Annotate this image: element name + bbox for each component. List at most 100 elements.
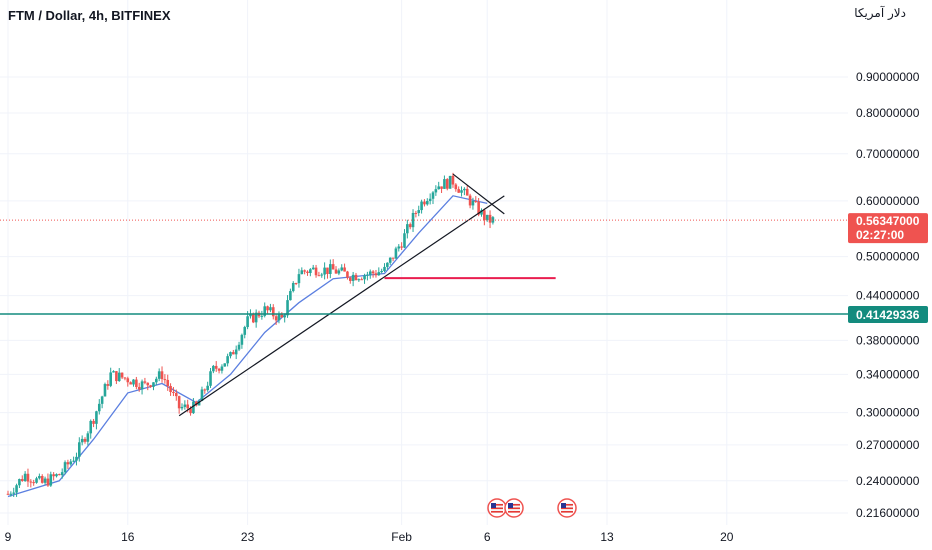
candle-body bbox=[83, 438, 87, 442]
candle-body bbox=[63, 462, 67, 473]
candle-body bbox=[474, 200, 478, 202]
candle-body bbox=[317, 275, 321, 277]
candle-body bbox=[214, 365, 218, 369]
candle-body bbox=[277, 314, 281, 321]
candle-body bbox=[440, 186, 443, 189]
candle-body bbox=[6, 493, 10, 495]
candle-body bbox=[357, 279, 361, 281]
candle-body bbox=[485, 214, 489, 221]
us-flag-event-icon[interactable] bbox=[504, 498, 524, 518]
candle-body bbox=[89, 420, 93, 434]
last-price-value: 0.56347000 bbox=[856, 214, 920, 228]
candle-body bbox=[334, 269, 338, 274]
candle-body bbox=[417, 210, 421, 214]
us-flag-event-icon[interactable] bbox=[487, 498, 507, 518]
candle-body bbox=[58, 474, 61, 476]
candle-body bbox=[348, 277, 352, 281]
candle-body bbox=[103, 384, 107, 397]
candle-body bbox=[383, 266, 386, 272]
candle-body bbox=[189, 408, 192, 414]
candle-body bbox=[371, 271, 375, 274]
candle-body bbox=[300, 270, 304, 275]
candle-body bbox=[120, 372, 124, 378]
candle-body bbox=[314, 267, 318, 276]
candle-body bbox=[52, 474, 55, 477]
candle-body bbox=[26, 473, 30, 482]
candle-body bbox=[377, 272, 381, 276]
candle-body bbox=[149, 385, 152, 387]
candle-body bbox=[488, 214, 492, 223]
candle-body bbox=[132, 379, 135, 385]
support-price-value: 0.41429336 bbox=[856, 308, 920, 322]
candle-body bbox=[112, 371, 115, 373]
candle-body bbox=[386, 262, 389, 267]
candle-body bbox=[180, 406, 184, 409]
flag-stripe-icon bbox=[561, 507, 573, 510]
x-tick-label: 13 bbox=[600, 530, 614, 544]
support-price-tag bbox=[848, 306, 928, 324]
candle-body bbox=[40, 476, 44, 483]
candle-body bbox=[206, 385, 209, 391]
candle-body bbox=[9, 493, 13, 495]
y-tick-label: 0.38000000 bbox=[856, 333, 920, 347]
trendline bbox=[452, 173, 505, 215]
candle-body bbox=[320, 274, 324, 276]
drawings-layer bbox=[0, 173, 848, 417]
flag-stripe-icon bbox=[508, 511, 520, 513]
candle-body bbox=[437, 186, 441, 190]
candle-body bbox=[223, 363, 227, 367]
candle-body bbox=[137, 386, 141, 390]
candle-body bbox=[306, 271, 309, 273]
economic-events[interactable] bbox=[487, 498, 577, 518]
us-flag-event-icon[interactable] bbox=[557, 498, 577, 518]
candle-body bbox=[426, 201, 429, 205]
x-tick-label: 9 bbox=[5, 530, 12, 544]
candle-body bbox=[252, 313, 255, 323]
candle-body bbox=[23, 473, 27, 481]
candle-body bbox=[203, 389, 207, 391]
x-tick-label: Feb bbox=[391, 530, 412, 544]
moving-average-layer bbox=[7, 195, 488, 498]
candle-body bbox=[460, 190, 463, 193]
candle-body bbox=[60, 472, 64, 476]
candle-body bbox=[428, 198, 432, 202]
y-tick-label: 0.30000000 bbox=[856, 406, 920, 420]
candle-body bbox=[109, 372, 112, 386]
candle-body bbox=[177, 396, 181, 409]
candle-body bbox=[406, 224, 409, 234]
y-tick-label: 0.70000000 bbox=[856, 147, 920, 161]
candle-body bbox=[366, 274, 369, 276]
y-tick-label: 0.21600000 bbox=[856, 506, 920, 520]
flag-canton-icon bbox=[561, 503, 566, 508]
candle-body bbox=[274, 316, 278, 321]
candle-body bbox=[169, 385, 172, 393]
candle-body bbox=[363, 275, 366, 280]
candle-body bbox=[146, 382, 150, 386]
candle-body bbox=[323, 267, 326, 275]
flag-stripe-icon bbox=[561, 504, 573, 506]
candle-body bbox=[75, 456, 78, 461]
candles-layer bbox=[6, 172, 495, 498]
y-tick-label: 0.50000000 bbox=[856, 250, 920, 264]
candle-body bbox=[212, 365, 215, 372]
candle-body bbox=[152, 382, 155, 387]
candle-body bbox=[174, 393, 178, 397]
candle-body bbox=[454, 184, 458, 190]
candle-body bbox=[55, 474, 58, 477]
candle-body bbox=[343, 267, 346, 272]
candle-body bbox=[297, 274, 301, 284]
price-axis[interactable]: 0.90000000 0.80000000 0.70000000 0.60000000… bbox=[856, 70, 920, 520]
candle-body bbox=[217, 368, 221, 371]
candle-body bbox=[414, 212, 418, 214]
candle-body bbox=[20, 479, 24, 481]
candle-body bbox=[200, 389, 204, 401]
candle-body bbox=[35, 478, 38, 483]
candle-body bbox=[477, 201, 480, 215]
time-axis[interactable]: 9 16 23 Feb 6 13 20 bbox=[5, 530, 734, 544]
candle-body bbox=[115, 371, 118, 382]
candle-body bbox=[249, 313, 252, 317]
x-tick-label: 6 bbox=[484, 530, 491, 544]
candle-body bbox=[240, 334, 244, 345]
last-price-tag bbox=[848, 213, 928, 244]
